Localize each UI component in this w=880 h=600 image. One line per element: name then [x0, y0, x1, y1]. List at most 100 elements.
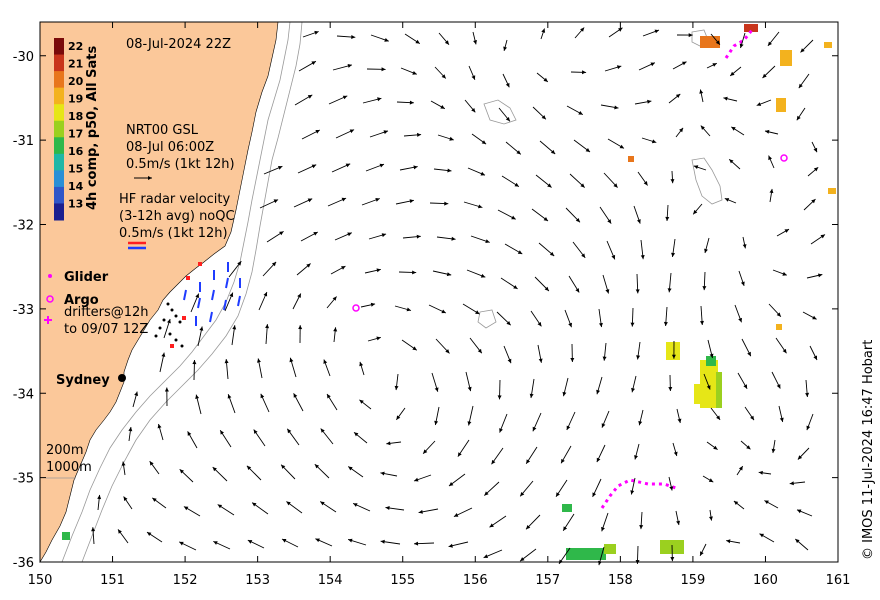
- colorbar-segment: [54, 71, 64, 89]
- current-vector-head: [647, 99, 652, 104]
- current-vector-head: [663, 321, 668, 326]
- colorbar-tick-label: 22: [68, 40, 83, 53]
- x-tick-label: 157: [535, 573, 560, 588]
- current-vector-head: [286, 501, 291, 506]
- current-vector-head: [675, 94, 681, 98]
- current-vector-head: [313, 232, 318, 236]
- current-vector-head: [273, 199, 279, 204]
- current-vector-head: [229, 292, 234, 298]
- current-vector-head: [605, 289, 610, 294]
- x-tick-label: 155: [390, 573, 415, 588]
- current-vector-head: [709, 516, 713, 521]
- current-vector-head: [671, 252, 676, 257]
- current-vector-head: [764, 500, 769, 505]
- current-vector-head: [440, 105, 445, 109]
- current-vector-head: [195, 293, 199, 298]
- current-vector-head: [550, 149, 556, 154]
- colorbar-segment: [54, 170, 64, 188]
- current-vector-head: [297, 293, 301, 298]
- current-vector-head: [601, 526, 605, 532]
- current-vector-head: [738, 317, 742, 323]
- current-vector-head: [677, 418, 682, 423]
- current-vector-head: [213, 541, 218, 545]
- current-vector-head: [580, 27, 585, 32]
- current-vector-head: [187, 431, 192, 436]
- current-vector-head: [670, 179, 675, 184]
- current-vector-head: [406, 307, 411, 312]
- current-vector-head: [547, 183, 552, 188]
- current-vector-head: [765, 129, 770, 134]
- glider-legend-label: Glider: [64, 270, 109, 285]
- current-vector-head: [289, 357, 294, 363]
- current-vector-head: [596, 389, 600, 395]
- current-vector-head: [731, 126, 736, 131]
- current-vector-head: [665, 216, 670, 221]
- current-vector-head: [601, 423, 606, 428]
- current-vector-head: [475, 310, 480, 315]
- current-vector-head: [599, 322, 603, 328]
- current-vector-head: [813, 355, 817, 360]
- current-vector-head: [767, 41, 772, 46]
- current-vector-head: [506, 321, 511, 326]
- current-vector-head: [636, 355, 641, 360]
- current-vector-head: [412, 346, 417, 351]
- current-vector-head: [497, 395, 502, 400]
- current-vector-head: [376, 268, 381, 273]
- current-vector-head: [383, 130, 388, 135]
- current-vector-head: [118, 529, 122, 534]
- sst-colorbar: 22 21 20 19 18 17 16 15 14 13: [54, 38, 84, 221]
- current-vector-head: [353, 503, 358, 507]
- nrt-scale: 0.5m/s (1kt 12h): [126, 157, 235, 172]
- current-vector-head: [706, 385, 711, 390]
- current-vector-head: [195, 394, 200, 399]
- current-vector-head: [543, 217, 548, 221]
- current-vector-head: [813, 147, 818, 153]
- colorbar-tick-label: 19: [68, 93, 83, 106]
- current-vector-head: [631, 387, 635, 393]
- current-vector-head: [739, 43, 744, 48]
- current-vector-head: [307, 94, 313, 99]
- current-vector-head: [265, 324, 270, 329]
- current-vector-head: [409, 199, 414, 204]
- current-vector-head: [445, 349, 450, 354]
- current-vector-head: [679, 127, 684, 133]
- argo-legend-label: Argo: [64, 293, 99, 308]
- current-vector-head: [483, 554, 488, 558]
- current-vector-head: [444, 40, 449, 45]
- current-vector-head: [538, 358, 543, 363]
- current-vector-head: [311, 61, 316, 65]
- x-tick-label: 161: [826, 573, 851, 588]
- current-vector-head: [412, 270, 417, 275]
- current-vector-head: [811, 199, 816, 204]
- current-vector-head: [630, 490, 635, 495]
- current-vector-head: [613, 183, 618, 188]
- current-vector-head: [562, 391, 567, 397]
- current-vector-head: [796, 115, 801, 121]
- y-tick-label: -33: [13, 303, 34, 318]
- x-tick-label: 151: [100, 573, 125, 588]
- current-vector-head: [380, 539, 385, 544]
- sydney-marker: [118, 374, 126, 382]
- current-vector-head: [471, 75, 476, 80]
- x-tick-label: 159: [680, 573, 705, 588]
- current-vector-head: [447, 168, 452, 173]
- current-vector-head: [499, 428, 503, 433]
- current-vector-head: [377, 97, 382, 102]
- current-vector-head: [682, 61, 687, 66]
- colorbar-tick-label: 15: [68, 163, 83, 176]
- current-vector-head: [709, 353, 714, 358]
- current-vector-head: [152, 497, 157, 502]
- current-vector-head: [581, 253, 586, 258]
- current-vector-head: [635, 289, 640, 294]
- current-vector-head: [570, 358, 575, 362]
- current-vector-head: [260, 393, 265, 399]
- depth-200-label: 200m: [46, 443, 83, 458]
- current-vector-head: [618, 27, 623, 32]
- drifter-tracks: [154, 302, 184, 348]
- current-vector-head: [511, 215, 516, 220]
- current-vector-head: [409, 100, 414, 105]
- colorbar-tick-label: 13: [68, 198, 83, 211]
- current-vector-head: [183, 506, 189, 511]
- current-vector-head: [457, 452, 462, 457]
